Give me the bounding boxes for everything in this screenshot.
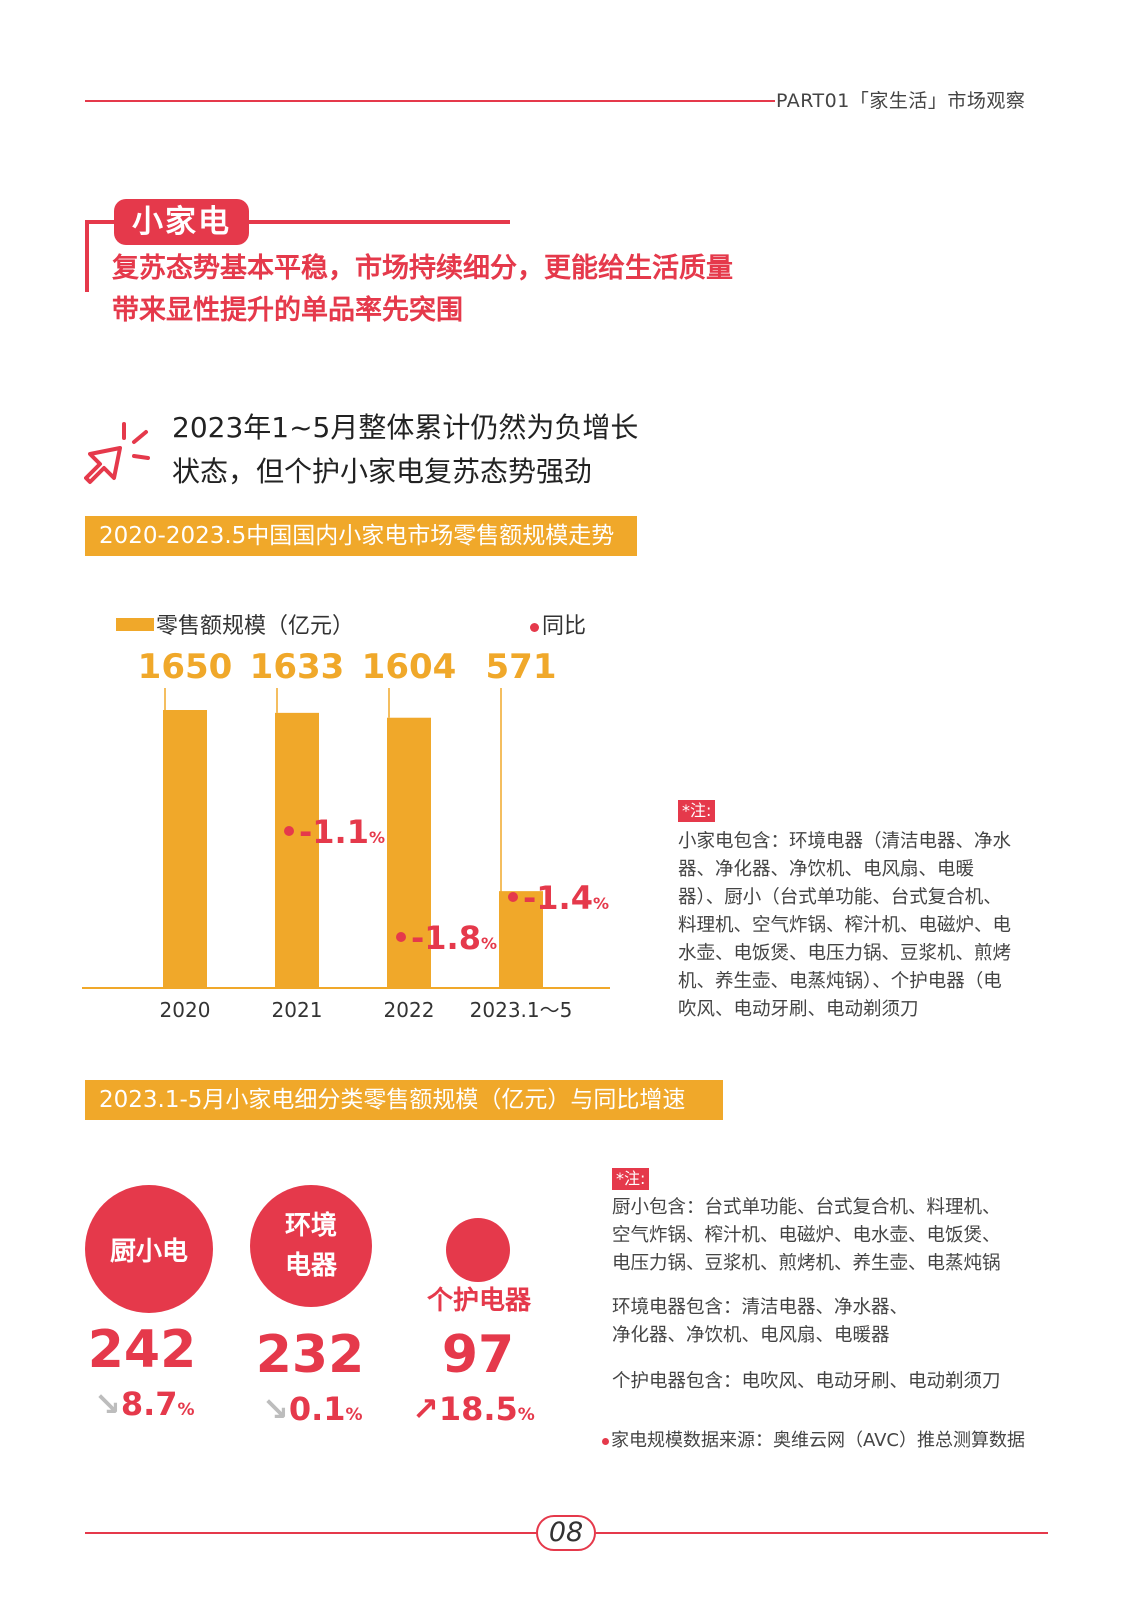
note2-line: 厨小包含：台式单功能、台式复合机、料理机、	[612, 1197, 1001, 1218]
category-circle-kitchen: 厨小电	[85, 1185, 213, 1313]
category-banner: 2023.1-5月小家电细分类零售额规模（亿元）与同比增速	[85, 1080, 723, 1120]
category-circle-environment: 环境 电器	[250, 1185, 372, 1307]
legend-dot-icon	[530, 622, 539, 632]
category-value: 97	[441, 1325, 515, 1385]
category-value: 242	[87, 1320, 197, 1380]
yoy-point	[396, 932, 406, 942]
note1-tag: *注:	[678, 800, 716, 822]
source-dot-icon	[601, 1437, 609, 1445]
chart-bar	[163, 710, 207, 987]
category-name: 厨小电	[109, 1236, 188, 1267]
chart-bar	[387, 717, 431, 987]
legend-dot-label: 同比	[542, 614, 587, 639]
bar-value-label: 1633	[250, 647, 345, 687]
category-value: 232	[255, 1325, 365, 1385]
headline: 2023年1~5月整体累计仍然为负增长 状态，但个护小家电复苏态势强劲	[172, 406, 638, 494]
category-change: ↘8.7%	[94, 1385, 195, 1423]
bar-value-label: 571	[486, 647, 557, 687]
footer-rule-left	[85, 1532, 537, 1534]
note1-line: 小家电包含：环境电器（清洁电器、净水	[678, 831, 1012, 852]
yoy-point	[508, 892, 518, 902]
note1-text: 小家电包含：环境电器（清洁电器、净水 器、净化器、净饮机、电风扇、电暖 器）、厨…	[678, 828, 1011, 1024]
data-source: 家电规模数据来源：奥维云网（AVC）推总测算数据	[601, 1426, 1025, 1452]
bar-value-label: 1604	[362, 647, 457, 687]
x-tick-label: 2020	[160, 998, 211, 1022]
category-name-line: 电器	[284, 1251, 337, 1281]
note2-kitchen: 厨小包含：台式单功能、台式复合机、料理机、 空气炸锅、榨汁机、电磁炉、电水壶、电…	[612, 1194, 1001, 1278]
header-rule	[85, 100, 775, 102]
note1-line: 吹风、电动牙刷、电动剃须刀	[678, 999, 919, 1020]
note2-line: 个护电器包含：电吹风、电动牙刷、电动剃须刀	[612, 1371, 1001, 1392]
x-tick-label: 2021	[272, 998, 323, 1022]
bar-value-label: 1650	[138, 647, 233, 687]
legend-bar-swatch	[116, 618, 154, 631]
category-change: ↗18.5%	[412, 1390, 535, 1428]
category-circle-personal	[446, 1218, 510, 1282]
category-name: 个护电器	[426, 1286, 531, 1316]
note1-line: 料理机、空气炸锅、榨汁机、电磁炉、电	[678, 915, 1012, 936]
note2-line: 电压力锅、豆浆机、煎烤机、养生壶、电蒸炖锅	[612, 1253, 1001, 1274]
chart-bar	[275, 712, 319, 987]
note1-line: 水壶、电饭煲、电压力锅、豆浆机、煎烤	[678, 943, 1012, 964]
yoy-label: -1.8%	[411, 919, 497, 957]
category-name-line: 环境	[284, 1211, 337, 1241]
chart-bar	[499, 891, 543, 987]
x-tick-label: 2022	[384, 998, 435, 1022]
note2-line: 环境电器包含：清洁电器、净水器、	[612, 1297, 909, 1318]
note2-line: 净化器、净饮机、电风扇、电暖器	[612, 1325, 890, 1346]
title-bracket-left	[85, 220, 89, 292]
yoy-label: -1.1%	[299, 813, 385, 851]
section-subtitle: 复苏态势基本平稳，市场持续细分，更能给生活质量 带来显性提升的单品率先突围	[112, 248, 733, 332]
footer-rule-right	[596, 1532, 1048, 1534]
x-tick-label: 2023.1～5	[470, 998, 573, 1022]
note1-line: 机、养生壶、电蒸炖锅）、个护电器（电	[678, 971, 1002, 992]
category-change: ↘0.1%	[262, 1390, 363, 1428]
chart-banner: 2020-2023.5中国国内小家电市场零售额规模走势	[85, 516, 637, 556]
subtitle-line-2: 带来显性提升的单品率先突围	[112, 295, 463, 326]
subtitle-line-1: 复苏态势基本平稳，市场持续细分，更能给生活质量	[112, 253, 733, 284]
yoy-point	[284, 826, 294, 836]
headline-line-1: 2023年1~5月整体累计仍然为负增长	[172, 411, 639, 444]
arrow-down-icon: ↘	[94, 1385, 121, 1423]
note2-environment: 环境电器包含：清洁电器、净水器、 净化器、净饮机、电风扇、电暖器	[612, 1294, 908, 1350]
note2-line: 空气炸锅、榨汁机、电磁炉、电水壶、电饭煲、	[612, 1225, 1001, 1246]
page-number: 08	[536, 1515, 596, 1551]
note1-line: 器、净化器、净饮机、电风扇、电暖	[678, 859, 975, 880]
header-part-label: PART01「家生活」市场观察	[776, 90, 1026, 112]
section-tag: 小家电	[114, 199, 249, 245]
legend-dot-item: 同比	[530, 608, 586, 640]
arrow-down-icon: ↘	[262, 1390, 289, 1428]
note2-tag: *注:	[612, 1168, 650, 1190]
yoy-label: -1.4%	[523, 879, 609, 917]
legend-bar-label: 零售额规模（亿元）	[156, 614, 355, 639]
cursor-click-icon	[84, 422, 150, 484]
retail-bar-chart: 1650 2020 1633 2021 -1.1% 1604 2022 -1.8% 571 202…	[82, 647, 610, 1022]
note2-personal: 个护电器包含：电吹风、电动牙刷、电动剃须刀	[612, 1368, 1001, 1396]
note1-line: 器）、厨小（台式单功能、台式复合机、	[678, 887, 1002, 908]
title-bracket-top	[85, 220, 510, 224]
headline-line-2: 状态，但个护小家电复苏态势强劲	[172, 455, 593, 488]
arrow-up-icon: ↗	[412, 1390, 439, 1428]
